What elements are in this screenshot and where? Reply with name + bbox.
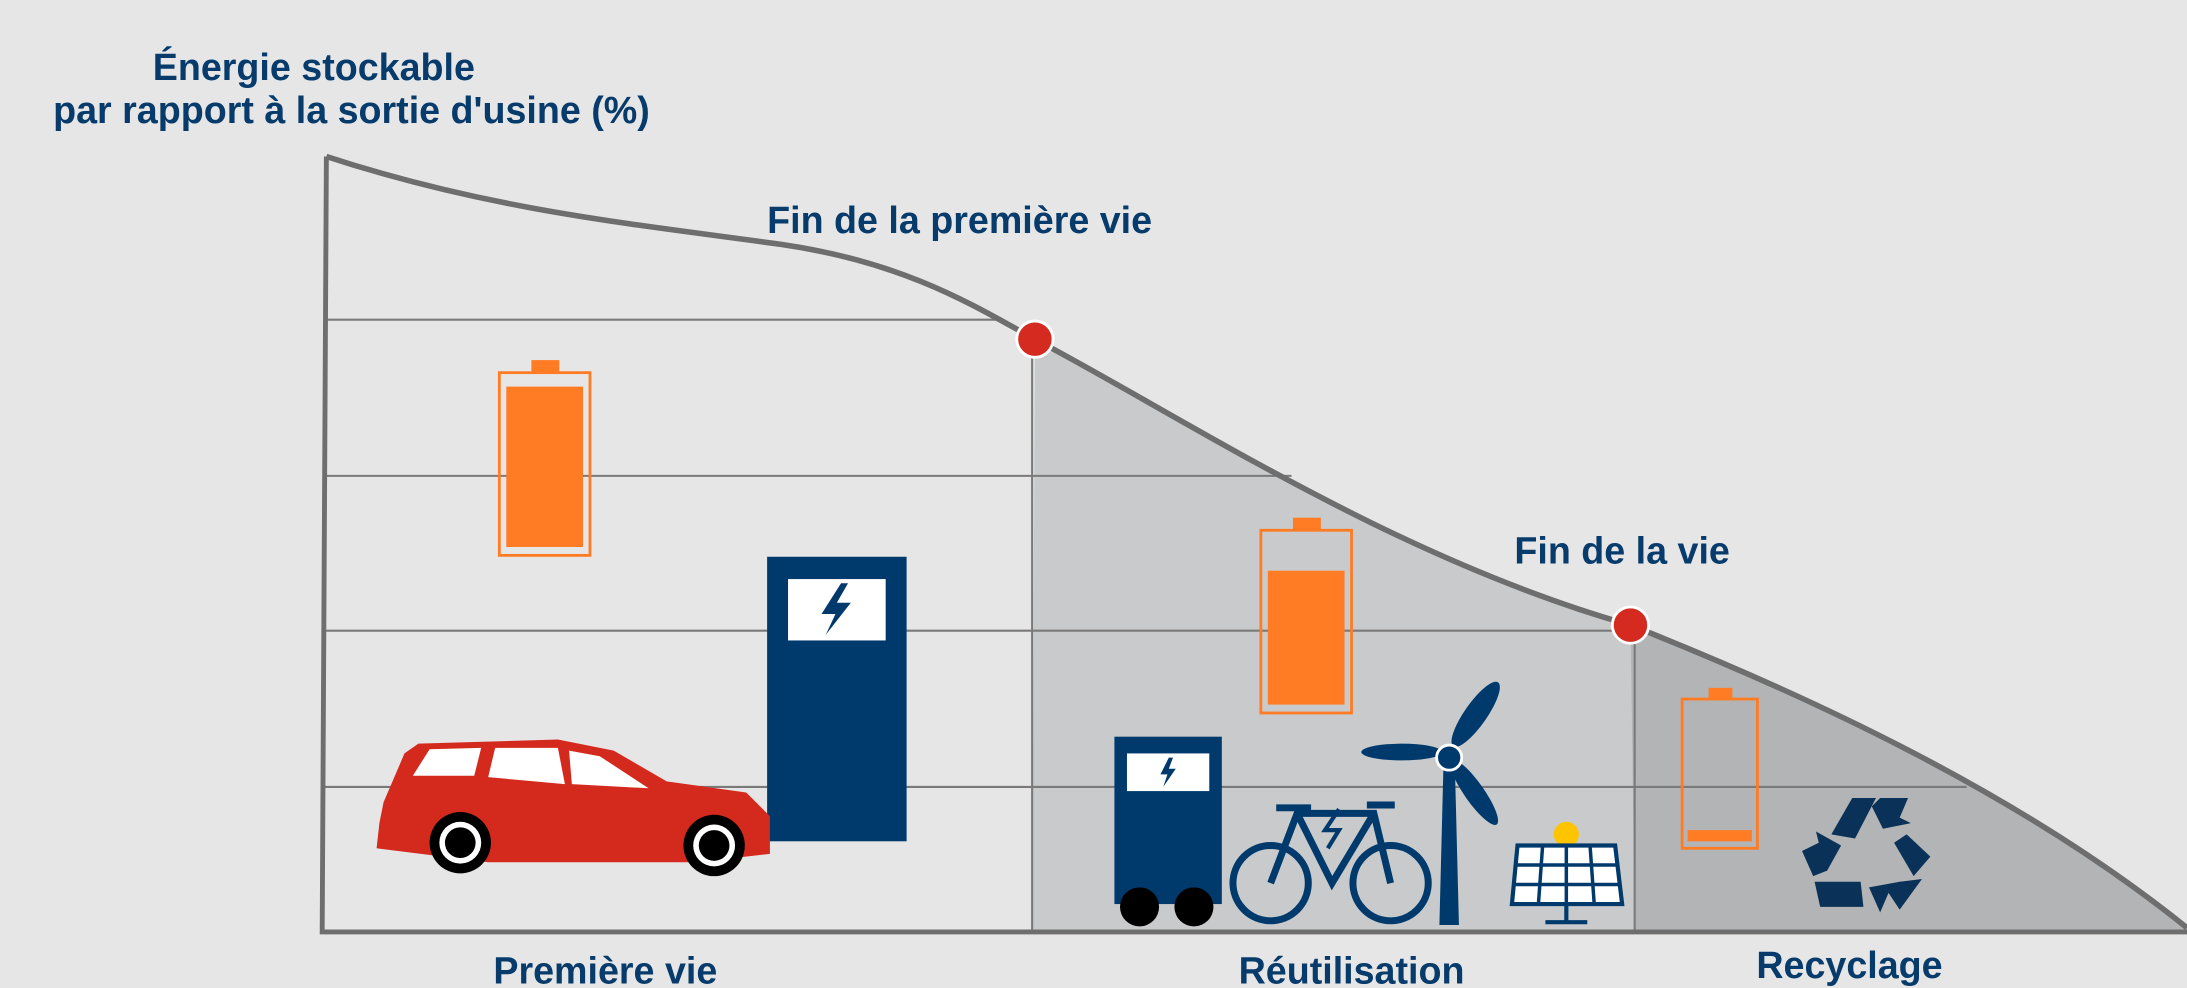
phase-label: Réutilisation	[1239, 950, 1465, 988]
title-line: par rapport à la sortie d'usine (%)	[53, 89, 650, 131]
battery-full	[499, 360, 590, 555]
charging-station	[767, 557, 906, 842]
annotation: Fin de la première vie	[767, 199, 1152, 241]
phase-label: Recyclage	[1756, 944, 1942, 986]
diagram: Énergie stockable par rapport à la sorti…	[0, 0, 2187, 988]
annotation: Fin de la vie	[1514, 530, 1729, 572]
end-first-life-dot	[1017, 321, 1053, 357]
page: {"title": {"line1": "Énergie stockable",…	[0, 0, 2187, 988]
mobile-charger	[1114, 737, 1221, 927]
phase-label: Première vie	[493, 950, 717, 988]
title-line: Énergie stockable	[153, 46, 475, 88]
end-of-life-dot	[1612, 607, 1648, 643]
